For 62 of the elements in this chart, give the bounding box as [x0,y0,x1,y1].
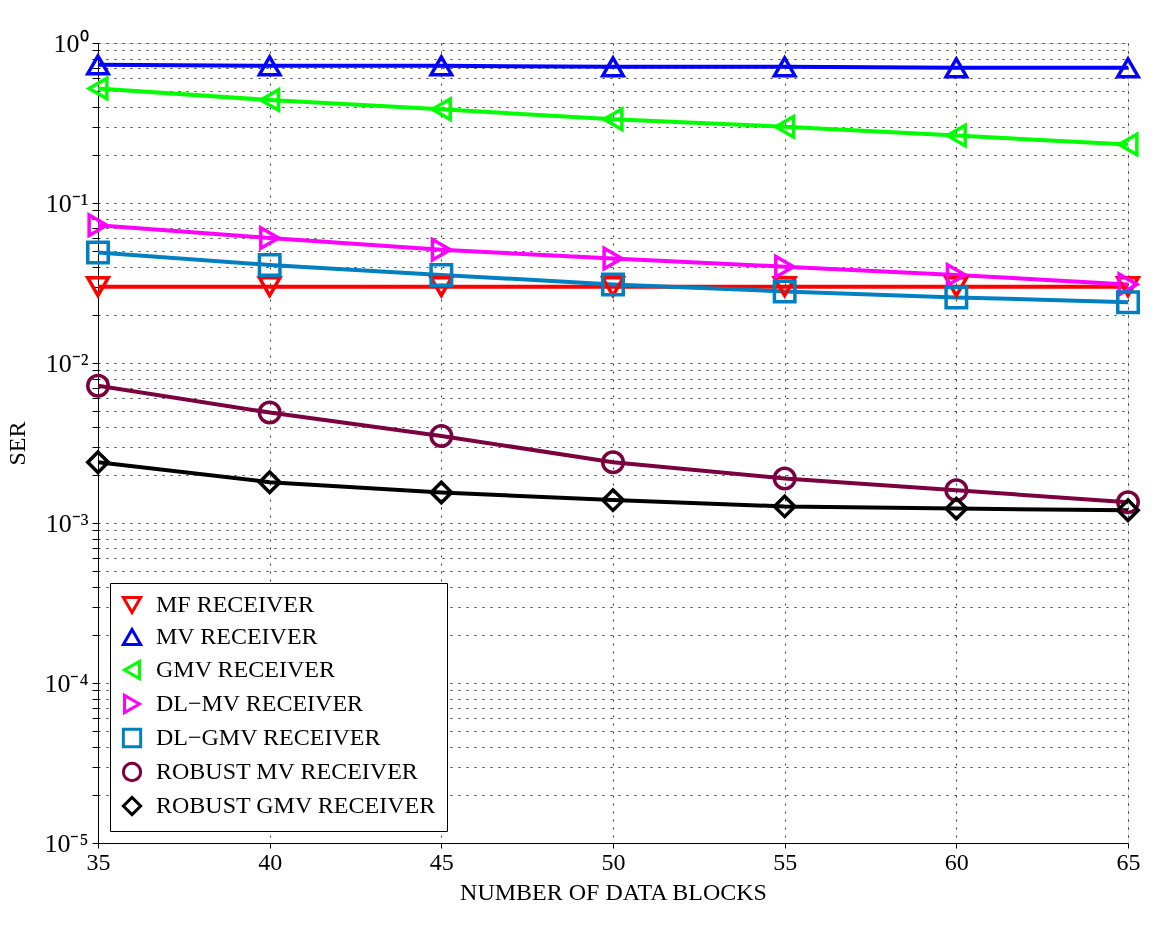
point [1116,57,1140,79]
point [601,450,625,475]
point [87,213,109,238]
y-axis-title: SER [4,421,31,466]
point [774,114,796,139]
point [86,373,110,398]
point [602,107,624,132]
point [87,76,109,101]
point [430,97,452,122]
point [772,279,797,304]
y-tick-label: 10⁻⁴ [44,668,89,698]
point [774,254,796,279]
point [601,56,625,78]
point [257,276,282,298]
point [772,494,797,519]
legend-label: ROBUST MV RECEIVER [156,758,418,784]
x-tick-label: 60 [944,848,969,875]
point [86,276,110,298]
point [430,237,452,262]
point [1116,290,1140,315]
point [429,480,454,505]
y-tick-label: 10⁻² [45,348,89,378]
legend-label: MF RECEIVER [156,591,315,617]
point [257,400,282,425]
x-axis-title: NUMBER OF DATA BLOCKS [460,878,767,905]
point [86,240,110,265]
point [429,262,454,287]
y-tick-label: 10⁰ [53,28,89,58]
point [257,470,282,495]
legend-label: DL−MV RECEIVER [156,690,364,716]
x-tick-label: 35 [86,848,111,875]
point [259,225,281,250]
y-tick-label: 10⁻¹ [45,188,89,218]
point [601,488,625,513]
point [86,450,110,475]
x-tick-label: 65 [1116,848,1141,875]
legend-label: GMV RECEIVER [156,656,335,682]
point [945,262,967,287]
point [602,246,624,271]
x-tick-label: 55 [773,848,798,875]
point [944,57,969,79]
point [429,55,454,77]
point [257,55,282,77]
point [772,56,797,78]
y-tick-label: 10⁻³ [45,508,89,538]
legend-label: ROBUST GMV RECEIVER [156,792,436,818]
point [944,285,969,310]
point [429,423,454,448]
legend-label: DL−GMV RECEIVER [156,724,381,750]
y-tick-label: 10⁻⁵ [44,828,89,858]
legend-label: MV RECEIVER [156,623,318,649]
x-tick-label: 40 [258,848,283,875]
x-tick-label: 45 [429,848,454,875]
point [945,123,967,148]
point [944,496,969,521]
point [259,88,281,113]
point [772,466,797,491]
point [1117,132,1139,157]
x-tick-label: 50 [601,848,626,875]
point [86,54,110,76]
point [257,252,282,277]
point [1116,498,1140,523]
